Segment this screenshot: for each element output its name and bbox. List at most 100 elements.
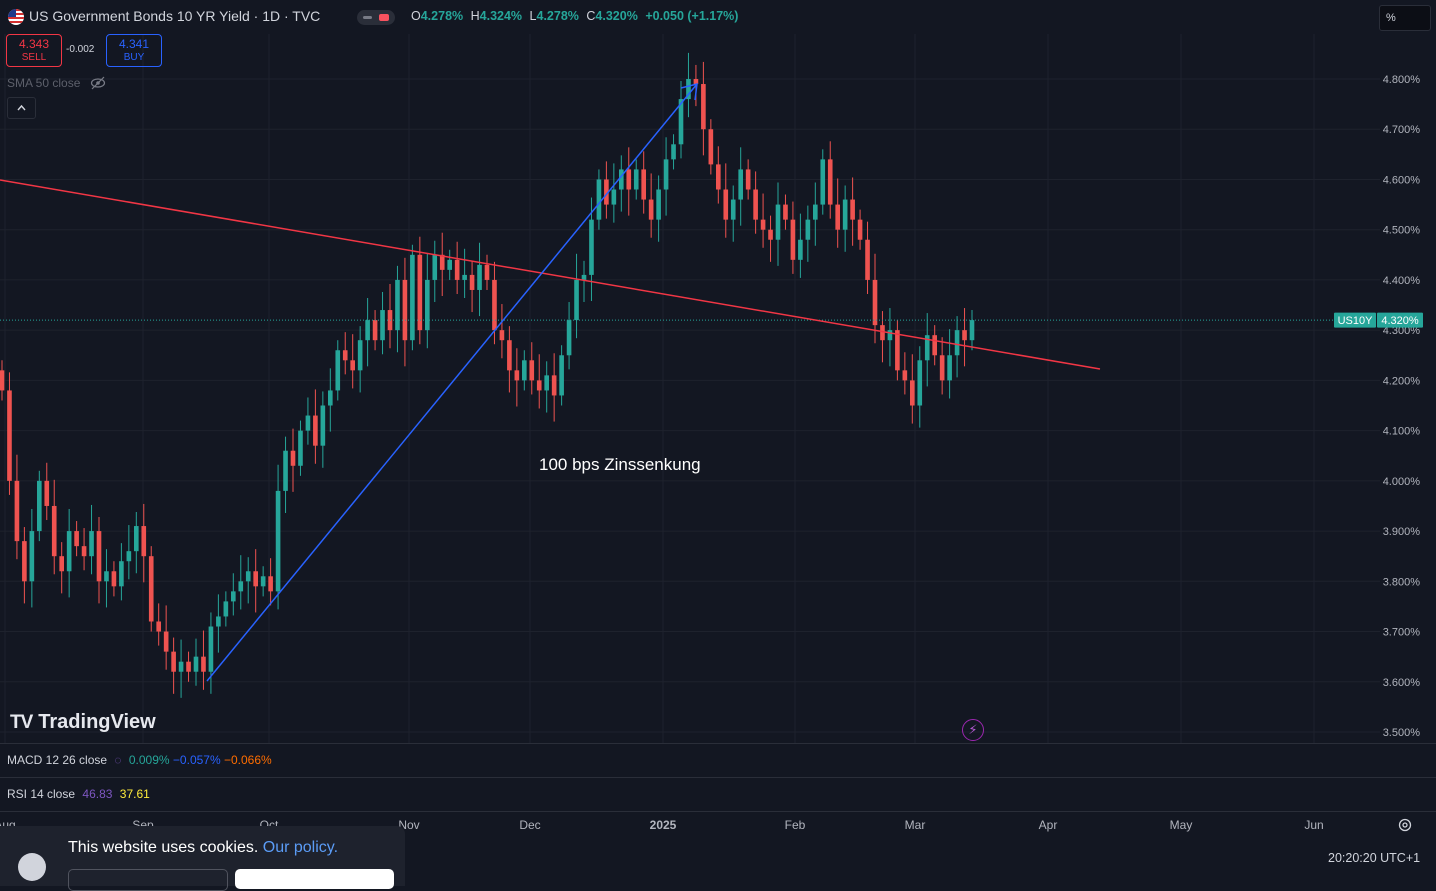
candle — [178, 639, 184, 698]
candle — [566, 302, 572, 370]
candle — [74, 521, 79, 557]
sma-legend[interactable]: SMA 50 close — [7, 76, 81, 90]
candle — [618, 155, 624, 212]
candle — [589, 197, 594, 302]
spread-value: -0.002 — [66, 44, 95, 55]
candle — [954, 316, 960, 378]
candle — [730, 185, 736, 242]
candle — [775, 182, 781, 266]
candle — [253, 549, 259, 613]
policy-link[interactable]: Our policy. — [262, 839, 339, 856]
candle — [581, 260, 587, 303]
buy-button[interactable]: 4.341 BUY — [106, 34, 162, 67]
candle — [663, 137, 669, 216]
candle — [462, 248, 467, 299]
x-tick-label: Feb — [785, 818, 806, 832]
y-tick-label: 4.000% — [1383, 476, 1421, 488]
x-tick-label: Nov — [398, 818, 419, 832]
candle — [193, 638, 199, 686]
rsi-legend[interactable]: RSI 14 close 46.83 37.61 — [7, 787, 150, 801]
candle — [447, 249, 453, 280]
candle — [275, 464, 281, 610]
candle — [932, 325, 938, 366]
candle — [126, 525, 132, 580]
candle — [760, 193, 766, 248]
candle — [454, 241, 460, 294]
clock[interactable]: 20:20:20 UTC+1 — [1328, 851, 1421, 865]
candle — [238, 555, 244, 610]
candle — [768, 215, 773, 262]
us-flag-icon — [8, 9, 24, 25]
candle — [119, 543, 124, 601]
chart-annotation-text[interactable]: 100 bps Zinssenkung — [539, 455, 701, 474]
candle — [596, 169, 602, 230]
collapse-legend-button[interactable] — [7, 97, 36, 119]
candle — [872, 253, 878, 344]
candle — [133, 511, 139, 574]
candle — [36, 470, 42, 542]
symbol-title[interactable]: US Government Bonds 10 YR Yield · 1D · T… — [29, 8, 321, 24]
candle — [790, 201, 796, 274]
ohlc-values: O4.278% H4.324% L4.278% C4.320% +0.050 (… — [411, 9, 739, 23]
candle — [753, 171, 758, 234]
candle — [671, 134, 676, 170]
candle — [783, 194, 788, 230]
lightning-icon[interactable]: ⚡ — [962, 719, 984, 741]
candle — [104, 549, 109, 608]
candle — [887, 308, 893, 367]
candle — [156, 603, 162, 646]
gear-icon[interactable] — [1397, 817, 1413, 833]
candle — [201, 630, 206, 690]
y-tick-label: 3.800% — [1383, 576, 1421, 588]
candle — [962, 308, 967, 367]
candle — [327, 368, 333, 432]
candle — [820, 149, 826, 215]
candle — [484, 254, 490, 290]
y-tick-label: 3.900% — [1383, 526, 1421, 538]
candle — [365, 298, 370, 367]
candle — [14, 454, 20, 560]
x-tick-label: Apr — [1039, 818, 1058, 832]
candle — [29, 508, 35, 608]
market-status-pill[interactable] — [357, 10, 395, 25]
candle — [544, 361, 550, 413]
trend-line — [0, 179, 1101, 370]
last-price-tag: 4.320% — [1381, 315, 1419, 327]
candle — [395, 265, 400, 353]
chart-header: US Government Bonds 10 YR Yield · 1D · T… — [0, 0, 1436, 34]
candle — [260, 566, 266, 597]
loading-icon: ◌ — [114, 753, 122, 767]
y-tick-label: 4.200% — [1383, 375, 1421, 387]
candle — [51, 479, 57, 575]
candle — [96, 517, 102, 604]
tradingview-logo[interactable]: TV TradingView — [10, 711, 156, 733]
candle — [469, 260, 475, 313]
candle — [22, 527, 27, 604]
candle — [723, 163, 729, 238]
macd-legend[interactable]: MACD 12 26 close ◌ 0.009% −0.057% −0.066… — [7, 753, 272, 767]
candle — [924, 313, 930, 387]
candle — [812, 182, 818, 246]
candle — [909, 354, 915, 424]
x-tick-label: May — [1170, 818, 1193, 832]
candle — [350, 334, 356, 389]
sell-button[interactable]: 4.343 SELL — [6, 34, 62, 67]
cookie-accept-button[interactable] — [235, 869, 394, 889]
candle — [59, 542, 65, 594]
cookie-manage-button[interactable] — [68, 869, 228, 891]
candle — [715, 146, 721, 204]
candle — [66, 508, 72, 598]
candle — [604, 161, 609, 219]
candle — [551, 353, 557, 422]
candle — [245, 557, 251, 604]
y-tick-label: 4.100% — [1383, 426, 1421, 438]
scale-mode-field[interactable]: % — [1379, 5, 1431, 31]
candle — [283, 436, 288, 513]
y-tick-label: 3.700% — [1383, 627, 1421, 639]
candle — [89, 504, 94, 575]
y-tick-label: 3.500% — [1383, 727, 1421, 739]
candle — [745, 159, 751, 200]
candle — [880, 311, 885, 363]
hidden-eye-icon[interactable] — [90, 75, 106, 91]
